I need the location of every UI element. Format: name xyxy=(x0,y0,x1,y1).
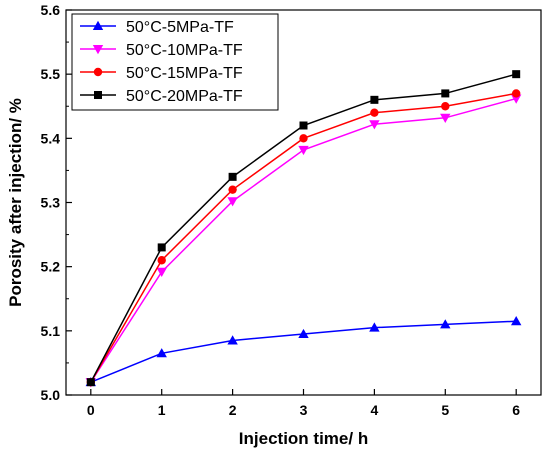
data-point xyxy=(440,113,451,123)
y-tick-label: 5.1 xyxy=(41,323,61,339)
legend-marker xyxy=(92,45,104,55)
data-point xyxy=(228,185,237,194)
y-tick-label: 5.2 xyxy=(41,259,61,275)
x-axis-label: Injection time/ h xyxy=(239,429,368,448)
y-tick-label: 5.0 xyxy=(41,387,61,403)
legend-items: 50°C-5MPa-TF 50°C-10MPa-TF 50°C-15MPa-TF 50… xyxy=(80,19,243,105)
legend: 50°C-5MPa-TF 50°C-10MPa-TF 50°C-15MPa-TF 50… xyxy=(71,13,279,111)
y-tick-label: 5.6 xyxy=(41,2,61,18)
legend-marker xyxy=(92,20,104,30)
y-axis-label: Porosity after injection/ % xyxy=(6,98,25,307)
data-point xyxy=(510,94,522,104)
data-point xyxy=(298,145,309,156)
data-point xyxy=(227,335,238,345)
series-4 xyxy=(86,70,521,387)
series-layer xyxy=(85,70,522,388)
data-point xyxy=(157,256,166,265)
x-tick-label: 1 xyxy=(158,402,166,418)
data-point xyxy=(369,120,380,130)
x-tick-label: 4 xyxy=(370,402,378,418)
legend-label: 50°C-20MPa-TF xyxy=(126,88,243,105)
data-point xyxy=(370,95,379,104)
y-axis-ticks: 5.0 5.1 5.2 5.3 5.4 5.5 5.6 xyxy=(41,2,72,403)
data-point xyxy=(511,89,521,98)
y-tick-label: 5.5 xyxy=(41,66,61,82)
x-tick-label: 2 xyxy=(229,402,237,418)
legend-entry: 50°C-20MPa-TF xyxy=(80,88,243,105)
legend-marker xyxy=(94,91,102,99)
legend-label: 50°C-5MPa-TF xyxy=(126,19,234,36)
data-point xyxy=(299,134,308,143)
x-tick-label: 3 xyxy=(300,402,308,418)
legend-marker xyxy=(93,67,103,77)
legend-label: 50°C-10MPa-TF xyxy=(126,42,243,59)
data-point xyxy=(440,319,451,329)
data-point xyxy=(299,121,308,130)
data-point xyxy=(228,172,237,181)
data-point xyxy=(512,70,521,79)
x-tick-label: 5 xyxy=(441,402,449,418)
data-point xyxy=(441,89,450,98)
series-1 xyxy=(85,316,522,387)
data-point xyxy=(156,348,167,358)
x-tick-label: 6 xyxy=(512,402,520,418)
legend-entry: 50°C-10MPa-TF xyxy=(80,42,243,59)
y-tick-label: 5.4 xyxy=(41,130,61,146)
x-tick-label: 0 xyxy=(87,402,95,418)
series-3 xyxy=(86,89,521,387)
data-point xyxy=(227,197,238,207)
data-point xyxy=(369,322,380,332)
legend-entry: 50°C-15MPa-TF xyxy=(80,65,243,82)
data-point xyxy=(157,243,166,252)
x-axis-ticks: 0 1 2 3 4 5 6 xyxy=(87,389,520,418)
legend-box xyxy=(71,13,279,111)
data-point xyxy=(86,378,95,387)
y-tick-label: 5.3 xyxy=(41,195,61,211)
legend-label: 50°C-15MPa-TF xyxy=(126,65,243,82)
data-point xyxy=(156,267,167,277)
data-point xyxy=(510,316,522,326)
data-point xyxy=(441,102,450,111)
data-point xyxy=(370,108,379,117)
data-point xyxy=(298,328,309,339)
legend-entry: 50°C-5MPa-TF xyxy=(80,19,234,36)
